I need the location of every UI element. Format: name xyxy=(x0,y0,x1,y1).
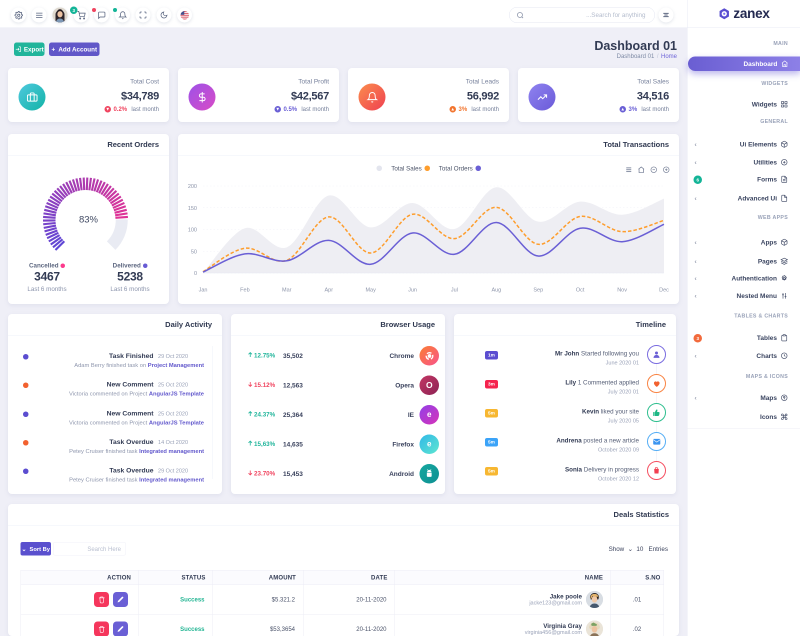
svg-text:Sep: Sep xyxy=(533,288,543,294)
svg-text:Feb: Feb xyxy=(240,288,249,294)
svg-text:Dec: Dec xyxy=(659,288,669,294)
svg-text:Apr: Apr xyxy=(324,288,333,294)
svg-text:0: 0 xyxy=(194,271,197,277)
svg-text:Aug: Aug xyxy=(491,288,501,294)
svg-text:100: 100 xyxy=(188,228,197,234)
svg-text:Nov: Nov xyxy=(617,288,627,294)
svg-text:200: 200 xyxy=(188,184,197,190)
svg-text:Jan: Jan xyxy=(199,288,208,294)
svg-text:50: 50 xyxy=(191,249,197,255)
svg-text:Jun: Jun xyxy=(408,288,417,294)
svg-text:May: May xyxy=(365,288,376,294)
svg-text:Jul: Jul xyxy=(451,288,458,294)
svg-text:Mar: Mar xyxy=(282,288,292,294)
svg-text:150: 150 xyxy=(188,206,197,212)
svg-text:Oct: Oct xyxy=(576,288,585,294)
